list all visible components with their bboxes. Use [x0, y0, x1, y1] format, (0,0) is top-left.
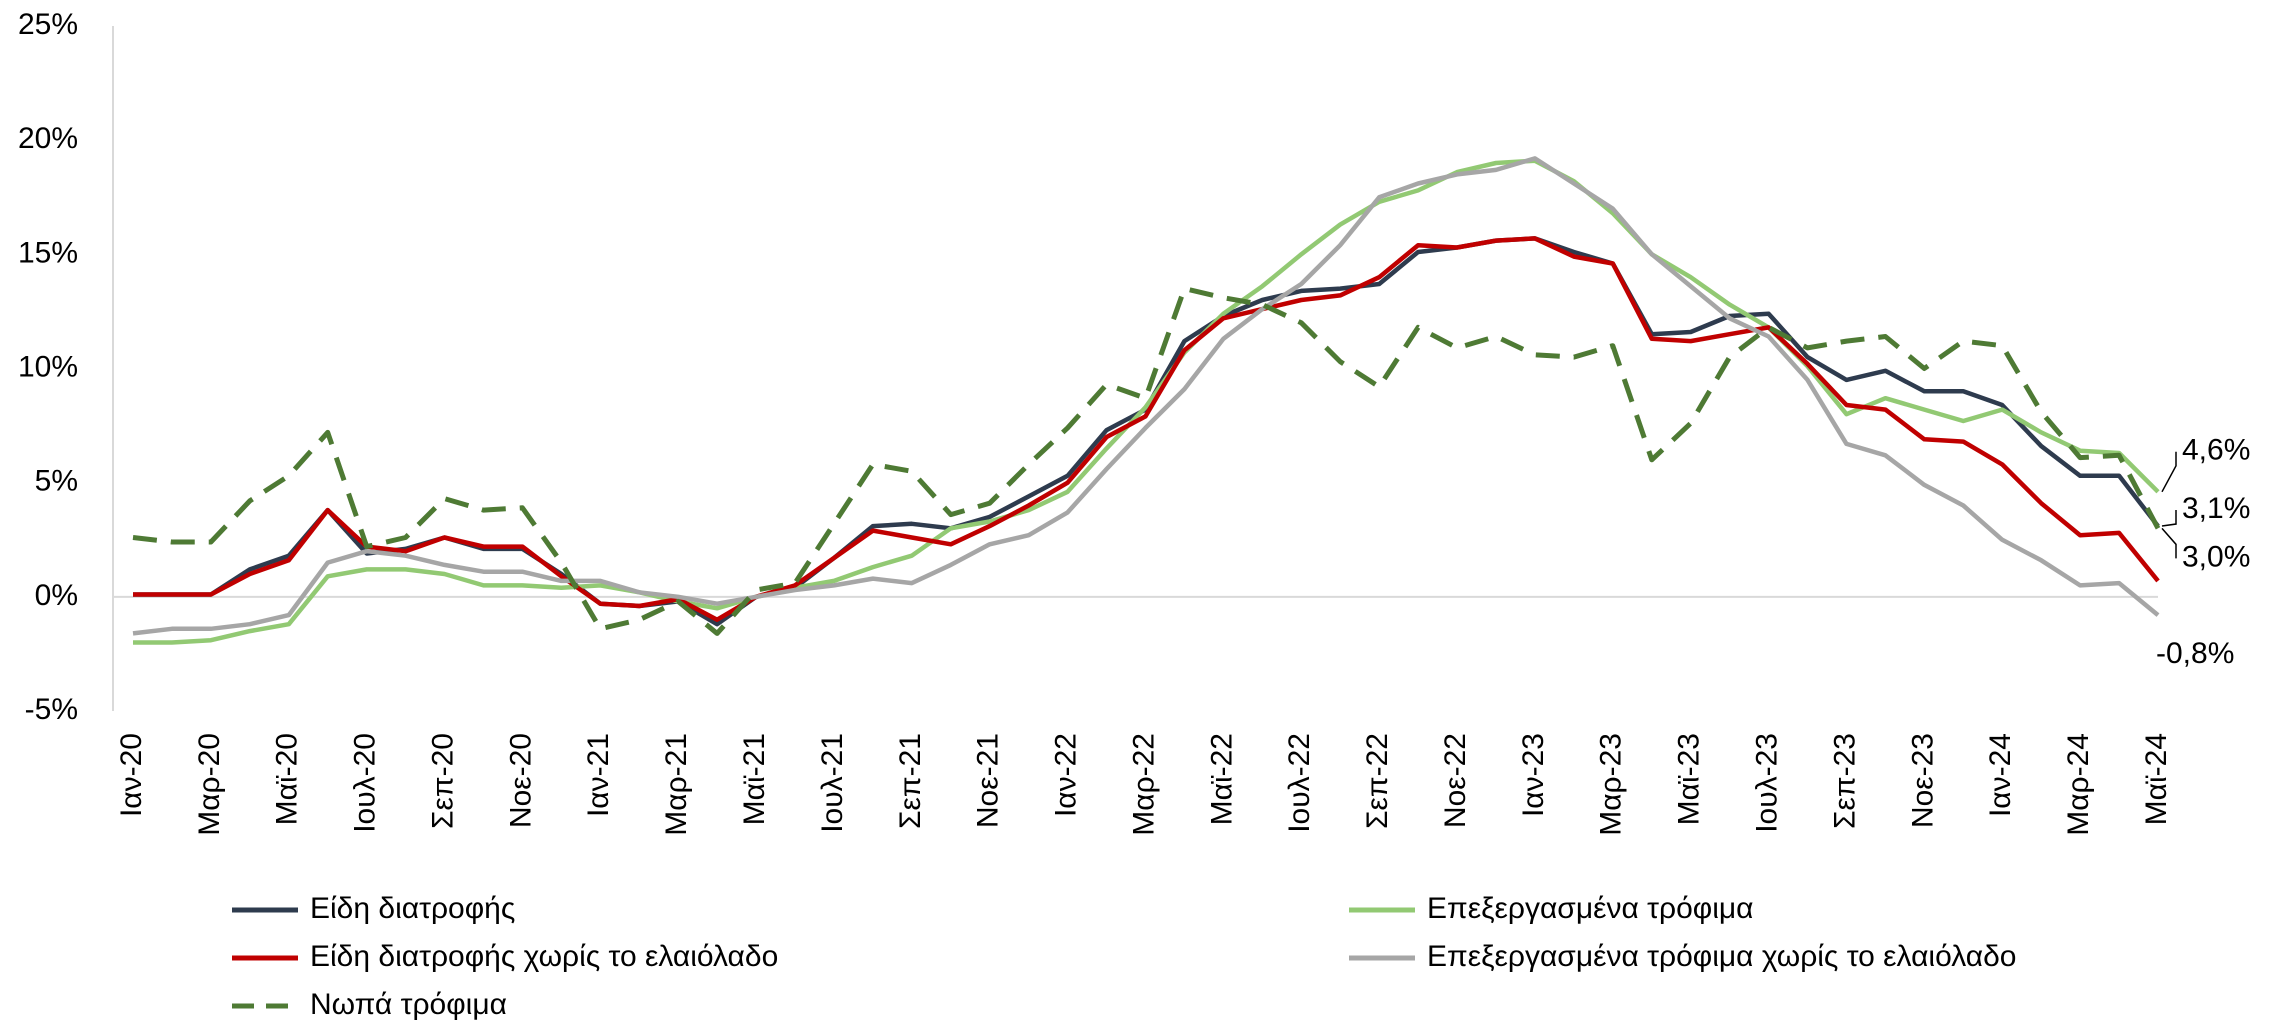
x-tick-label: Νοε-23: [1906, 733, 1939, 828]
data-label: 3,0%: [2182, 540, 2250, 573]
x-tick-label: Ιαν-20: [115, 733, 148, 817]
x-tick-label: Νοε-20: [504, 733, 537, 828]
series-line: [133, 236, 2160, 622]
y-tick-label: 5%: [35, 465, 78, 498]
legend-label: Νωπά τρόφιμα: [310, 988, 507, 1021]
x-tick-label: Μαρ-24: [2062, 733, 2095, 836]
y-tick-label: 0%: [35, 579, 78, 612]
x-tick-label: Μαϊ-22: [1205, 733, 1238, 825]
x-tick-label: Μαϊ-24: [2140, 733, 2173, 825]
leader-line: [2161, 451, 2177, 493]
series-line: [133, 158, 2160, 645]
x-tick-label: Μαρ-22: [1127, 733, 1160, 836]
legend-label: Επεξεργασμένα τρόφιμα χωρίς το ελαιόλαδο: [1427, 940, 2016, 973]
x-tick-label: Ιουλ-21: [816, 733, 849, 833]
series-line: [132, 286, 2161, 636]
y-tick-label: 10%: [18, 350, 78, 383]
y-tick-label: 15%: [18, 236, 78, 269]
y-tick-label: 25%: [18, 8, 78, 41]
x-tick-label: Μαρ-23: [1595, 733, 1628, 836]
x-tick-label: Ιουλ-20: [349, 733, 382, 833]
x-tick-label: Ιαν-21: [582, 733, 615, 817]
x-tick-label: Ιαν-22: [1050, 733, 1083, 817]
data-label: -0,8%: [2156, 637, 2234, 670]
x-tick-label: Ιαν-24: [1984, 733, 2017, 817]
x-tick-label: Σεπ-20: [426, 733, 459, 829]
x-tick-label: Μαϊ-20: [271, 733, 304, 825]
y-tick-label: 20%: [18, 122, 78, 155]
x-tick-label: Μαϊ-21: [738, 733, 771, 825]
x-tick-label: Μαρ-21: [660, 733, 693, 836]
x-tick-label: Μαρ-20: [193, 733, 226, 836]
x-tick-label: Νοε-21: [972, 733, 1005, 828]
x-tick-label: Ιουλ-23: [1750, 733, 1783, 833]
x-tick-label: Νοε-22: [1439, 733, 1472, 828]
data-label: 3,1%: [2182, 492, 2250, 525]
legend-label: Είδη διατροφής: [310, 892, 515, 925]
x-tick-label: Μαϊ-23: [1673, 733, 1706, 825]
x-tick-label: Σεπ-23: [1828, 733, 1861, 829]
series-line: [133, 236, 2160, 627]
leader-line: [2161, 527, 2177, 559]
series-line: [132, 156, 2160, 636]
x-tick-label: Ιαν-23: [1517, 733, 1550, 817]
legend-label: Επεξεργασμένα τρόφιμα: [1427, 892, 1754, 925]
x-tick-label: Σεπ-22: [1361, 733, 1394, 829]
legend-label: Είδη διατροφής χωρίς το ελαιόλαδο: [310, 940, 778, 973]
data-label: 4,6%: [2182, 434, 2250, 467]
x-tick-label: Ιουλ-22: [1283, 733, 1316, 833]
y-tick-label: -5%: [25, 693, 78, 726]
x-tick-label: Σεπ-21: [894, 733, 927, 829]
leader-line: [2161, 510, 2177, 527]
